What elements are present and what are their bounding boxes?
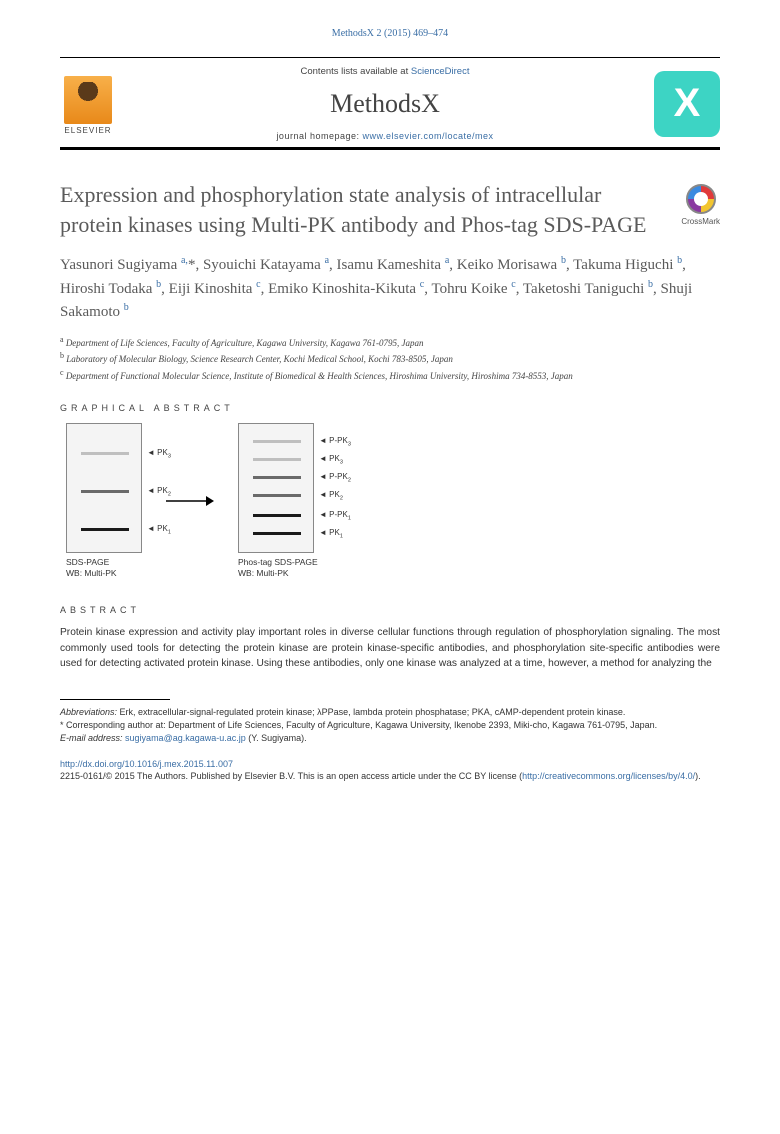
license-close: ).: [695, 771, 701, 781]
gel-band: [253, 440, 301, 443]
gel-band: [253, 476, 301, 479]
contents-text: Contents lists available at: [301, 66, 411, 77]
homepage-label: journal homepage:: [276, 131, 362, 141]
elsevier-logo: ELSEVIER: [60, 73, 116, 135]
methodsx-logo-icon: X: [654, 71, 720, 137]
gel-band-label: ◄ PK1: [147, 524, 171, 536]
journal-header: ELSEVIER Contents lists available at Sci…: [60, 57, 720, 150]
header-center: Contents lists available at ScienceDirec…: [116, 66, 654, 141]
contents-available: Contents lists available at ScienceDirec…: [116, 66, 654, 77]
footnotes: Abbreviations: Erk, extracellular-signal…: [60, 706, 720, 745]
abbrev-text: Erk, extracellular-signal-regulated prot…: [117, 707, 625, 717]
gel-band-label: ◄ PK3: [147, 448, 171, 460]
crossmark-label: CrossMark: [681, 217, 720, 226]
corresponding-author: * Corresponding author at: Department of…: [60, 719, 720, 732]
abstract-label: ABSTRACT: [60, 605, 720, 615]
journal-title: MethodsX: [116, 89, 654, 119]
gel-band: [253, 514, 301, 517]
elsevier-label: ELSEVIER: [64, 126, 111, 135]
journal-homepage: journal homepage: www.elsevier.com/locat…: [116, 131, 654, 141]
affiliations: a Department of Life Sciences, Faculty o…: [60, 334, 720, 384]
cc-license-link[interactable]: http://creativecommons.org/licenses/by/4…: [522, 771, 695, 781]
gel-right-block: ◄ P-PK3◄ PK3◄ P-PK2◄ PK2◄ P-PK1◄ PK1 Pho…: [238, 423, 318, 579]
gel-band: [81, 528, 129, 531]
crossmark-button[interactable]: CrossMark: [681, 184, 720, 226]
author-list: Yasunori Sugiyama a,*, Syouichi Katayama…: [60, 253, 720, 324]
gel-right-caption: Phos-tag SDS-PAGE WB: Multi-PK: [238, 557, 318, 579]
article-title: Expression and phosphorylation state ana…: [60, 180, 667, 239]
elsevier-tree-icon: [64, 76, 112, 124]
gel-band-label: ◄ P-PK2: [319, 472, 351, 484]
gel-left-caption-2: WB: Multi-PK: [66, 568, 142, 579]
crossmark-icon: [686, 184, 716, 214]
gel-band-label: ◄ PK2: [319, 490, 343, 502]
affiliation: b Laboratory of Molecular Biology, Scien…: [60, 350, 720, 367]
graphical-abstract-label: GRAPHICAL ABSTRACT: [60, 403, 720, 413]
email-label: E-mail address:: [60, 733, 123, 743]
doi-link[interactable]: http://dx.doi.org/10.1016/j.mex.2015.11.…: [60, 759, 233, 769]
gel-band: [253, 494, 301, 497]
gel-right-caption-2: WB: Multi-PK: [238, 568, 318, 579]
abstract-text: Protein kinase expression and activity p…: [60, 625, 720, 671]
email-link[interactable]: sugiyama@ag.kagawa-u.ac.jp: [125, 733, 246, 743]
gel-left: ◄ PK3◄ PK2◄ PK1: [66, 423, 142, 553]
gel-band: [253, 532, 301, 535]
gel-left-caption: SDS-PAGE WB: Multi-PK: [66, 557, 142, 579]
abbreviations: Abbreviations: Erk, extracellular-signal…: [60, 706, 720, 719]
doi-block: http://dx.doi.org/10.1016/j.mex.2015.11.…: [60, 758, 720, 783]
footnote-rule: [60, 699, 170, 700]
gel-band-label: ◄ PK3: [319, 454, 343, 466]
arrow-icon: [166, 493, 214, 509]
gel-right-caption-1: Phos-tag SDS-PAGE: [238, 557, 318, 568]
email-line: E-mail address: sugiyama@ag.kagawa-u.ac.…: [60, 732, 720, 745]
gel-band-label: ◄ PK1: [319, 528, 343, 540]
sciencedirect-link[interactable]: ScienceDirect: [411, 66, 470, 77]
issn-copyright: 2215-0161/© 2015 The Authors. Published …: [60, 771, 522, 781]
homepage-link[interactable]: www.elsevier.com/locate/mex: [363, 131, 494, 141]
gel-band: [81, 452, 129, 455]
affiliation: c Department of Functional Molecular Sci…: [60, 367, 720, 384]
abbrev-label: Abbreviations:: [60, 707, 117, 717]
gel-band-label: ◄ P-PK1: [319, 510, 351, 522]
gel-left-block: ◄ PK3◄ PK2◄ PK1 SDS-PAGE WB: Multi-PK: [66, 423, 142, 579]
gel-right: ◄ P-PK3◄ PK3◄ P-PK2◄ PK2◄ P-PK1◄ PK1: [238, 423, 314, 553]
email-name: (Y. Sugiyama).: [246, 733, 307, 743]
gel-band: [81, 490, 129, 493]
gel-left-caption-1: SDS-PAGE: [66, 557, 142, 568]
gel-band-label: ◄ PK2: [147, 486, 171, 498]
affiliation: a Department of Life Sciences, Faculty o…: [60, 334, 720, 351]
journal-reference: MethodsX 2 (2015) 469–474: [60, 28, 720, 39]
title-row: Expression and phosphorylation state ana…: [60, 180, 720, 239]
gel-band-label: ◄ P-PK3: [319, 436, 351, 448]
graphical-abstract: ◄ PK3◄ PK2◄ PK1 SDS-PAGE WB: Multi-PK ◄ …: [60, 423, 720, 579]
gel-band: [253, 458, 301, 461]
